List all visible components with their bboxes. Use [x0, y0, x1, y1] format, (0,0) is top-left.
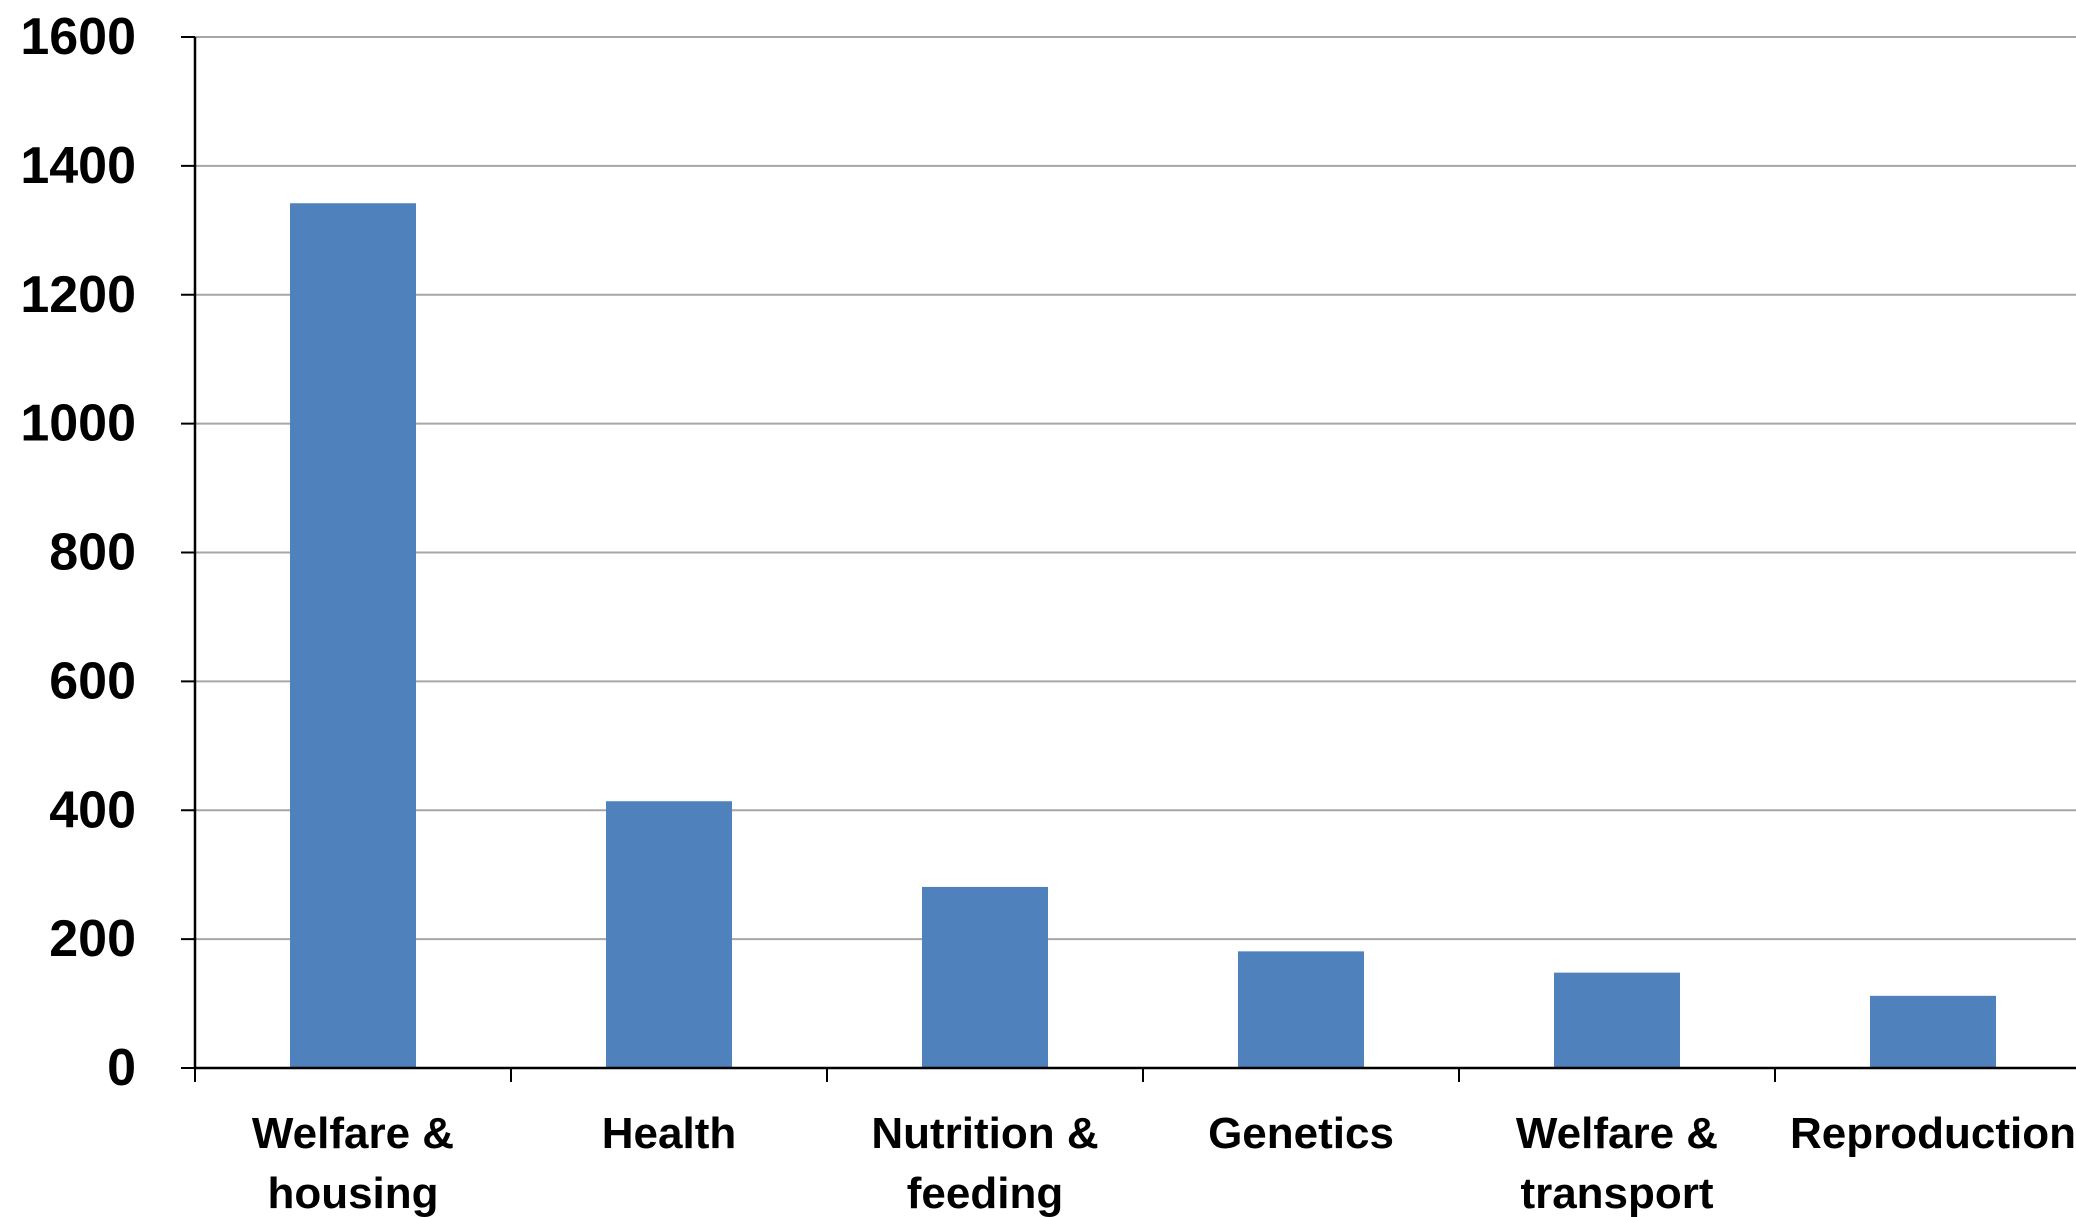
category-label: Reproduction [1790, 1109, 2076, 1158]
bar [1238, 951, 1364, 1068]
bar [290, 203, 416, 1068]
category-label-line: Welfare & [1516, 1109, 1718, 1158]
y-tick-label: 1600 [20, 8, 136, 66]
category-label-line: transport [1520, 1169, 1713, 1217]
category-label-line: housing [267, 1169, 438, 1217]
y-tick-labels: 0 200 400 600 800 1000 1200 1400 1600 [20, 8, 136, 1097]
category-labels: Welfare & housing Health Nutrition & feeding… [252, 1109, 2076, 1217]
y-tick-label: 800 [49, 524, 136, 582]
bar [1870, 995, 1996, 1068]
bar [1554, 972, 1680, 1068]
y-tick-label: 0 [107, 1039, 136, 1097]
category-label-line: Welfare & [252, 1109, 454, 1158]
category-label-line: feeding [907, 1169, 1063, 1217]
bar [606, 801, 732, 1068]
y-tick-label: 1000 [20, 395, 136, 453]
category-label: Genetics [1208, 1109, 1394, 1158]
y-tick-label: 1400 [20, 137, 136, 195]
category-label: Welfare & transport [1516, 1109, 1718, 1217]
bars [290, 203, 1996, 1068]
category-label: Nutrition & feeding [871, 1109, 1098, 1217]
axes [181, 36, 2076, 1082]
category-label-line: Reproduction [1790, 1109, 2076, 1158]
category-label-line: Nutrition & [871, 1109, 1098, 1158]
y-tick-label: 1200 [20, 266, 136, 324]
category-label-line: Genetics [1208, 1109, 1394, 1158]
bar [922, 886, 1048, 1068]
y-tick-label: 400 [49, 781, 136, 839]
category-label-line: Health [602, 1109, 736, 1158]
gridlines [195, 36, 2076, 941]
category-label: Health [602, 1109, 736, 1158]
y-tick-label: 200 [49, 910, 136, 968]
category-label: Welfare & housing [252, 1109, 454, 1217]
y-tick-label: 600 [49, 652, 136, 710]
